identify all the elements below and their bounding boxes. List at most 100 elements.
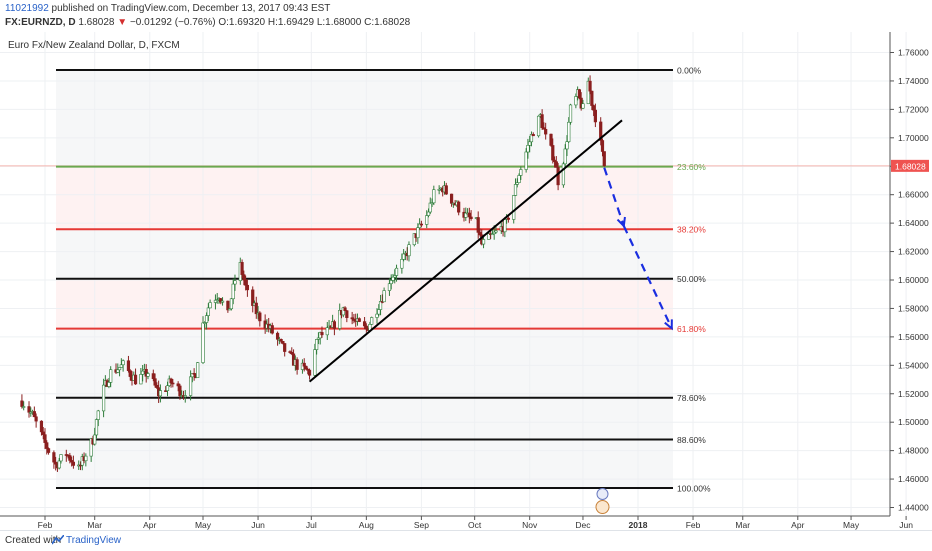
x-tick-label: Nov xyxy=(522,520,538,530)
fib-zone xyxy=(56,229,673,279)
candle-body xyxy=(68,455,72,461)
candle-body xyxy=(93,434,97,445)
candle-body xyxy=(39,420,44,433)
candle-body xyxy=(139,374,143,385)
candle-body xyxy=(526,145,530,153)
candle-body xyxy=(325,327,329,336)
candle-body xyxy=(449,193,454,204)
candle-body xyxy=(244,279,248,286)
author-link[interactable]: 11021992 xyxy=(5,3,49,14)
x-tick-label: Aug xyxy=(359,520,374,530)
price-chart[interactable]: 0.00% 23.60% 38.20% 50.00% 61.80% 78.60% 88.60… xyxy=(0,32,932,530)
candle-body xyxy=(554,161,558,168)
candle-body xyxy=(524,151,528,170)
candle-body xyxy=(513,184,518,196)
fib-zone xyxy=(56,328,673,398)
candle-body xyxy=(506,217,510,220)
candle-body xyxy=(394,267,399,276)
price-badge-text: 1.68028 xyxy=(895,161,926,171)
candle-body xyxy=(528,141,532,146)
candle-body xyxy=(254,302,258,315)
candle-body xyxy=(457,201,461,213)
candle-body xyxy=(109,369,113,383)
candle-body xyxy=(565,141,569,150)
footer: Created with TradingView xyxy=(0,530,932,551)
candle-body xyxy=(204,315,209,323)
fib-label: 50.00% xyxy=(677,274,706,284)
candle-body xyxy=(567,121,571,143)
projection-arrow xyxy=(603,167,625,227)
candle-body xyxy=(341,307,345,316)
x-tick-label: Sep xyxy=(414,520,429,530)
price-change: −0.01292 (−0.76%) xyxy=(129,17,216,28)
candle-body xyxy=(432,189,436,204)
x-tick-label: Apr xyxy=(143,520,156,530)
candle-body xyxy=(176,383,180,387)
candle-body xyxy=(169,378,173,384)
candle-body xyxy=(41,431,45,435)
candle-body xyxy=(101,384,106,412)
candle-body xyxy=(581,103,585,109)
fib-label: 100.00% xyxy=(677,484,711,494)
x-tick-label: Feb xyxy=(686,520,701,530)
y-tick-label: 1.70000 xyxy=(898,133,929,143)
fib-zone xyxy=(56,439,673,489)
ohlc-high: H:1.69429 xyxy=(267,17,315,28)
candle-body xyxy=(549,133,553,146)
y-tick-label: 1.52000 xyxy=(898,389,929,399)
fib-label: 0.00% xyxy=(677,65,702,75)
dividends-events-icon xyxy=(596,488,609,500)
candle-body xyxy=(602,151,606,167)
trendline xyxy=(308,119,623,383)
x-tick-label: 2018 xyxy=(629,520,648,530)
candle-body xyxy=(22,406,26,408)
candle-body xyxy=(279,339,283,342)
candle-body xyxy=(574,96,578,106)
candle-body xyxy=(494,230,498,233)
candle-body xyxy=(283,343,287,352)
candle-body xyxy=(133,374,138,385)
candle-body xyxy=(478,232,482,236)
x-tick-label: May xyxy=(195,520,212,530)
fib-zone xyxy=(56,397,673,440)
x-tick-label: Mar xyxy=(87,520,102,530)
candle-body xyxy=(196,362,200,378)
candle-body xyxy=(600,140,605,152)
candle-body xyxy=(364,325,368,330)
fib-zone xyxy=(56,166,673,230)
candle-body xyxy=(121,360,125,366)
down-arrow-icon: ▼ xyxy=(117,17,128,28)
candle-body xyxy=(233,280,237,285)
candle-body xyxy=(590,90,594,106)
ohlc-low: L:1.68000 xyxy=(316,17,362,28)
publish-text: published on TradingView.com, December 1… xyxy=(51,3,331,14)
x-tick-label: Dec xyxy=(575,520,591,530)
y-tick-label: 1.76000 xyxy=(898,48,929,58)
candle-body xyxy=(387,283,392,291)
candle-body xyxy=(599,121,603,141)
candle-body xyxy=(315,339,319,350)
tradingview-logo-icon[interactable] xyxy=(51,534,65,548)
candle-body xyxy=(229,298,234,310)
tradingview-link[interactable]: TradingView xyxy=(66,535,122,546)
candle-body xyxy=(515,182,519,185)
candle-body xyxy=(126,360,131,371)
candle-body xyxy=(313,349,317,376)
candle-body xyxy=(343,307,347,311)
candle-body xyxy=(362,321,367,327)
candle-body xyxy=(428,202,432,213)
candle-body xyxy=(382,290,386,303)
candle-body xyxy=(188,376,193,396)
candle-body xyxy=(45,442,49,449)
fib-label: 88.60% xyxy=(677,435,706,445)
candle-body xyxy=(332,321,336,329)
candle-body xyxy=(426,211,431,216)
candle-body xyxy=(153,378,157,386)
candle-body xyxy=(245,284,250,291)
candle-body xyxy=(529,134,534,143)
candle-body xyxy=(281,341,285,344)
symbol-label: FX:EURNZD, D xyxy=(5,17,76,28)
fib-label: 38.20% xyxy=(677,225,706,235)
candle-body xyxy=(469,216,473,219)
candle-body xyxy=(231,283,235,300)
